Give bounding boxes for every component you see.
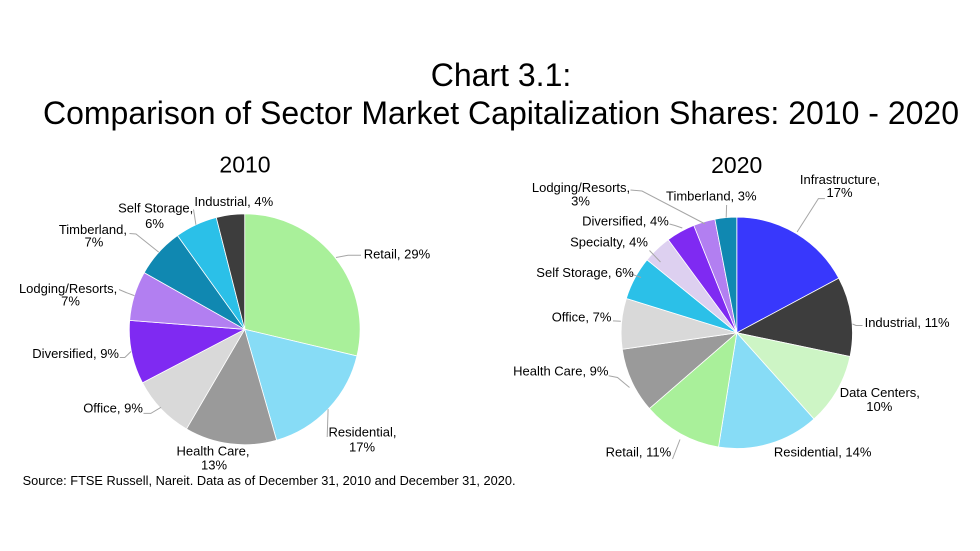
svg-text:17%: 17% [826,185,852,200]
svg-text:Timberland, 3%: Timberland, 3% [666,189,757,204]
svg-text:Self Storage,: Self Storage, [118,200,193,215]
svg-text:7%: 7% [61,294,80,309]
svg-text:Health Care,: Health Care, [177,443,250,458]
svg-text:Diversified, 4%: Diversified, 4% [582,214,669,229]
svg-text:Diversified, 9%: Diversified, 9% [32,346,119,361]
svg-text:6%: 6% [145,216,164,231]
svg-text:10%: 10% [866,399,892,414]
svg-text:Industrial, 4%: Industrial, 4% [194,194,273,209]
svg-text:Specialty, 4%: Specialty, 4% [570,234,648,249]
svg-text:17%: 17% [349,440,375,455]
svg-text:2020: 2020 [711,152,762,178]
svg-text:Chart 3.1:: Chart 3.1: [431,57,572,93]
svg-text:2010: 2010 [219,152,270,178]
svg-text:Comparison of Sector Market Ca: Comparison of Sector Market Capitalizati… [43,95,959,131]
svg-text:Self Storage, 6%: Self Storage, 6% [536,265,634,280]
svg-text:Office, 9%: Office, 9% [83,401,143,416]
svg-text:Office, 7%: Office, 7% [552,309,612,324]
svg-text:Residential,: Residential, [329,425,397,440]
svg-text:Retail, 29%: Retail, 29% [364,247,431,262]
svg-text:Retail, 11%: Retail, 11% [606,445,672,460]
svg-text:Lodging/Resorts,: Lodging/Resorts, [532,180,630,195]
svg-text:Source: FTSE Russell, Nareit.: Source: FTSE Russell, Nareit. Data as of… [23,473,516,488]
svg-text:Lodging/Resorts,: Lodging/Resorts, [19,281,117,296]
svg-text:Residential, 14%: Residential, 14% [774,445,872,460]
svg-text:13%: 13% [201,458,227,473]
svg-text:7%: 7% [85,234,104,249]
svg-text:Industrial, 11%: Industrial, 11% [865,315,950,330]
svg-text:3%: 3% [571,193,590,208]
svg-text:Timberland,: Timberland, [59,222,127,237]
svg-text:Data Centers,: Data Centers, [840,385,920,400]
svg-text:Infrastructure,: Infrastructure, [800,172,880,187]
svg-text:Health Care, 9%: Health Care, 9% [513,364,609,379]
